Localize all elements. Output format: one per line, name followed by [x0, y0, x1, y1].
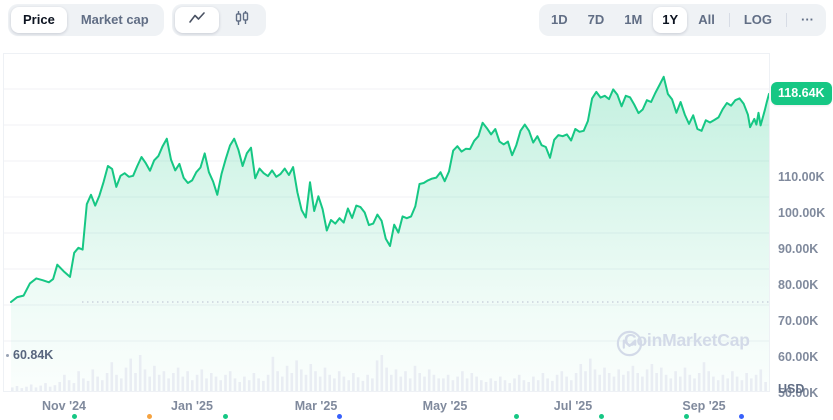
range-all-button[interactable]: All — [689, 7, 724, 33]
time-range-toggle: 1D 7D 1M 1Y All LOG ··· — [538, 4, 826, 36]
x-axis-tick: Jan '25 — [171, 399, 213, 413]
y-axis-tick: 70.00K — [778, 314, 819, 328]
market-cap-tab[interactable]: Market cap — [69, 7, 161, 33]
x-axis: Nov '24 Jan '25 Mar '25 May '25 Jul '25 … — [0, 399, 833, 415]
y-axis-tick: 50.00K — [778, 386, 819, 400]
line-chart-type-button[interactable] — [174, 7, 219, 33]
candlestick-chart-type-button[interactable] — [221, 6, 263, 34]
chart-toolbar: Price Market cap — [8, 4, 826, 36]
chart-plot-area[interactable]: 60.84K CoinMarketCap — [3, 53, 770, 392]
ticker-dot-icon — [739, 414, 744, 419]
more-options-button[interactable]: ··· — [792, 7, 823, 33]
toolbar-divider — [728, 13, 730, 27]
y-axis-tick: 100.00K — [778, 206, 826, 220]
x-axis-tick: May '25 — [422, 399, 468, 413]
watermark: CoinMarketCap — [616, 330, 750, 357]
metric-toggle: Price Market cap — [8, 4, 164, 36]
current-price-badge: 118.64K — [771, 82, 832, 105]
ticker-dot-icon — [72, 414, 77, 419]
ticker-dot-icon — [147, 414, 152, 419]
y-axis-tick: 110.00K — [778, 170, 825, 184]
chart-type-toggle — [171, 4, 266, 36]
y-axis: 110.00K 100.00K 90.00K 80.00K 70.00K 60.… — [771, 53, 833, 400]
toolbar-divider — [786, 13, 787, 27]
x-axis-tick: Sep '25 — [682, 399, 726, 413]
price-tab[interactable]: Price — [11, 7, 67, 33]
ticker-dot-icon — [223, 414, 228, 419]
x-axis-tick: Nov '24 — [42, 399, 86, 413]
y-axis-tick: 80.00K — [778, 278, 819, 292]
x-axis-tick: Mar '25 — [294, 399, 338, 413]
range-7d-button[interactable]: 7D — [579, 7, 614, 33]
x-axis-tick: Jul '25 — [553, 399, 593, 413]
candlestick-icon — [234, 10, 250, 30]
ticker-dot-icon — [599, 414, 604, 419]
range-1d-button[interactable]: 1D — [542, 7, 577, 33]
line-chart-icon — [188, 11, 206, 29]
y-axis-tick: 90.00K — [778, 242, 819, 256]
range-1m-button[interactable]: 1M — [615, 7, 651, 33]
price-area-chart[interactable] — [4, 54, 769, 391]
y-axis-tick: 60.00K — [778, 350, 819, 364]
ticker-dot-icon — [514, 414, 519, 419]
log-scale-button[interactable]: LOG — [735, 7, 781, 33]
start-price-dot-icon — [6, 353, 9, 357]
ticker-dot-icon — [337, 414, 342, 419]
range-1y-button[interactable]: 1Y — [653, 7, 688, 33]
ticker-dot-icon — [684, 414, 689, 419]
start-price-label: 60.84K — [6, 348, 53, 362]
watermark-label: CoinMarketCap — [624, 330, 750, 350]
currency-unit-label: USD — [778, 382, 805, 396]
